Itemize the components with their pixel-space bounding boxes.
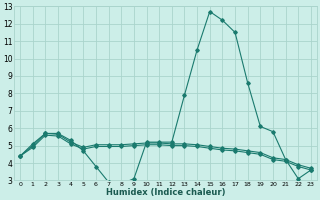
X-axis label: Humidex (Indice chaleur): Humidex (Indice chaleur) [106, 188, 225, 197]
